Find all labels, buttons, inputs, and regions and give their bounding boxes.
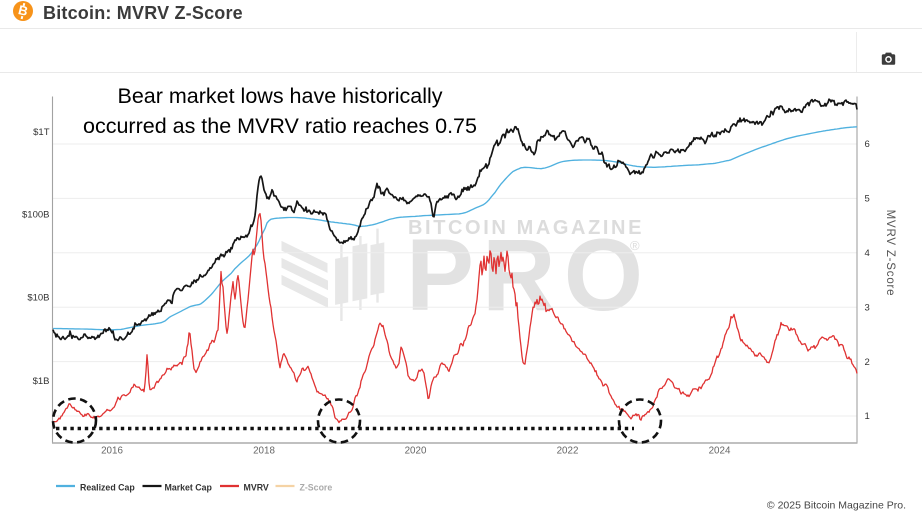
svg-text:© 2025 Bitcoin Magazine Pro.: © 2025 Bitcoin Magazine Pro. (767, 500, 906, 512)
svg-text:Market Cap: Market Cap (165, 482, 213, 492)
svg-text:®: ® (630, 238, 640, 253)
svg-text:4: 4 (865, 248, 870, 259)
svg-text:2018: 2018 (253, 446, 275, 457)
svg-text:$10B: $10B (27, 293, 49, 304)
svg-text:6: 6 (865, 139, 870, 150)
svg-text:BITCOIN MAGAZINE: BITCOIN MAGAZINE (408, 217, 644, 239)
svg-text:PRO: PRO (406, 218, 651, 332)
svg-text:2022: 2022 (557, 446, 579, 457)
svg-text:MVRV: MVRV (244, 482, 269, 492)
svg-text:$100B: $100B (22, 210, 49, 221)
svg-text:2: 2 (865, 357, 870, 368)
svg-text:Realized Cap: Realized Cap (80, 482, 135, 492)
svg-text:5: 5 (865, 194, 870, 205)
svg-text:1: 1 (865, 411, 870, 422)
svg-text:3: 3 (865, 302, 870, 313)
svg-text:Z-Score: Z-Score (300, 482, 333, 492)
svg-text:$1B: $1B (33, 376, 50, 387)
svg-text:2020: 2020 (405, 446, 427, 457)
svg-text:MVRV Z-Score: MVRV Z-Score (884, 210, 896, 297)
svg-text:occurred as the MVRV ratio rea: occurred as the MVRV ratio reaches 0.75 (83, 114, 477, 138)
svg-text:$1T: $1T (33, 127, 50, 138)
svg-text:2024: 2024 (709, 446, 731, 457)
svg-text:Bear market lows have historic: Bear market lows have historically (117, 84, 442, 108)
svg-text:2016: 2016 (101, 446, 123, 457)
